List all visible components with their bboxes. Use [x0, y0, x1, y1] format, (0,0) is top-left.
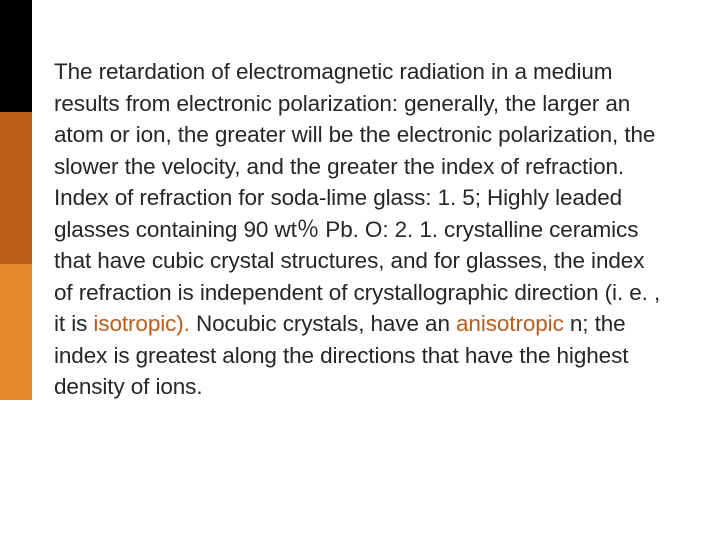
sidebar-block-2 — [0, 264, 32, 400]
text-segment-0: The retardation of electromagnetic radia… — [54, 59, 655, 179]
text-segment-5: anisotropic — [456, 311, 564, 336]
sidebar-block-1 — [0, 112, 32, 264]
text-segment-4: Nocubic crystals, have an — [190, 311, 456, 336]
body-paragraph: The retardation of electromagnetic radia… — [54, 56, 666, 403]
text-segment-3: isotropic). — [93, 311, 189, 336]
text-segment-1: . — [618, 154, 624, 179]
sidebar-color-strip — [0, 0, 32, 540]
sidebar-block-3 — [0, 400, 32, 540]
sidebar-block-0 — [0, 0, 32, 112]
